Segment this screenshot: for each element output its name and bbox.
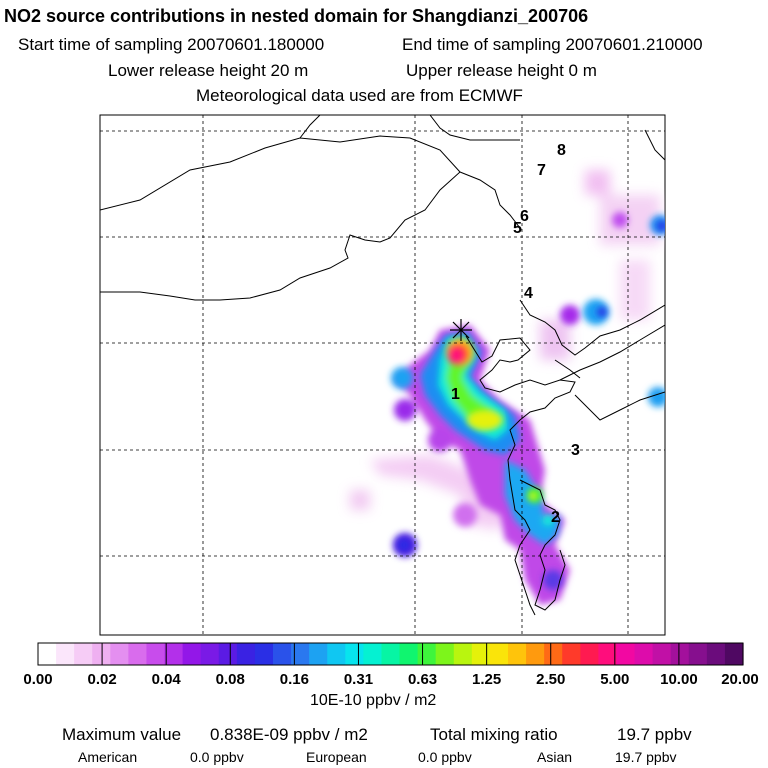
colorbar-swatch <box>453 643 473 665</box>
colorbar-tick-label: 5.00 <box>600 671 629 688</box>
map-grid <box>100 115 665 635</box>
total-mixing-label: Total mixing ratio <box>430 725 558 744</box>
colorbar-swatch <box>218 643 238 665</box>
station-label-1: 1 <box>451 386 460 403</box>
colorbar-tick-label: 0.08 <box>216 671 245 688</box>
colorbar-swatch <box>688 643 708 665</box>
colorbar-tick-label: 0.63 <box>408 671 437 688</box>
station-label-4: 4 <box>524 285 533 302</box>
station-label-2: 2 <box>551 509 560 526</box>
colorbar-swatch <box>526 643 545 665</box>
colorbar-tick-label: 10.00 <box>660 671 698 688</box>
colorbar-swatch <box>435 643 455 665</box>
colorbar-swatch <box>345 643 364 665</box>
colorbar-swatch <box>200 643 220 665</box>
colorbar-swatch <box>327 643 346 665</box>
american-value: 0.0 ppbv <box>190 749 244 765</box>
colorbar-swatch <box>471 643 491 665</box>
colorbar-tick-label: 20.00 <box>721 671 759 688</box>
upper-release-height: Upper release height 0 m <box>406 61 597 80</box>
colorbar-tick-label: 0.00 <box>23 671 52 688</box>
colorbar-tick-label: 0.31 <box>344 671 373 688</box>
european-value: 0.0 ppbv <box>418 749 472 765</box>
colorbar-swatch <box>562 643 581 665</box>
european-label: European <box>306 749 367 765</box>
station-label-7: 7 <box>537 162 546 179</box>
map-frame <box>99 114 666 636</box>
colorbar-swatch <box>146 643 166 665</box>
colorbar-tick-label: 0.02 <box>87 671 116 688</box>
colorbar-swatch <box>670 643 690 665</box>
lower-release-height: Lower release height 20 m <box>108 61 309 80</box>
colorbar-tick-labels: 0.00 0.02 0.04 0.08 0.16 0.31 0.63 1.25 2.50 5.00… <box>23 671 758 688</box>
start-time: Start time of sampling 20070601.180000 <box>18 35 325 54</box>
colorbar-swatch <box>417 643 437 665</box>
colorbar-swatch <box>38 643 57 665</box>
coastline <box>100 115 665 616</box>
colorbar-swatch <box>254 643 274 665</box>
colorbar-units: 10E-10 ppbv / m2 <box>310 692 437 709</box>
colorbar-swatch <box>489 643 509 665</box>
max-value: 0.838E-09 ppbv / m2 <box>210 725 368 744</box>
page-title: NO2 source contributions in nested domai… <box>4 6 589 26</box>
colorbar-swatch <box>56 643 75 665</box>
colorbar-swatch <box>128 643 148 665</box>
max-value-label: Maximum value <box>62 725 182 744</box>
colorbar-swatch <box>273 643 292 665</box>
colorbar-swatch <box>399 643 419 665</box>
american-label: American <box>78 749 138 765</box>
colorbar-swatch <box>110 643 129 665</box>
colorbar-swatch <box>634 643 654 665</box>
station-label-6: 6 <box>520 208 529 225</box>
colorbar-swatch <box>74 643 93 665</box>
end-time: End time of sampling 20070601.210000 <box>402 35 703 54</box>
colorbar-swatch <box>706 643 726 665</box>
colorbar-tick-label: 0.16 <box>280 671 309 688</box>
colorbar-tick-label: 0.04 <box>152 671 182 688</box>
colorbar-swatch <box>724 643 744 665</box>
colorbar-swatch <box>652 643 672 665</box>
colorbar-swatch <box>616 643 636 665</box>
station-label-8: 8 <box>557 142 566 159</box>
colorbar-swatch <box>236 643 256 665</box>
plume-core <box>398 221 665 551</box>
colorbar <box>37 642 744 666</box>
station-label-5: 5 <box>513 220 522 237</box>
colorbar-swatch <box>381 643 401 665</box>
colorbar-swatch <box>164 643 184 665</box>
colorbar-swatch <box>309 643 328 665</box>
colorbar-swatch <box>580 643 599 665</box>
asian-value: 19.7 ppbv <box>615 749 677 765</box>
site-marker <box>450 319 472 341</box>
colorbar-swatch <box>544 643 563 665</box>
colorbar-swatch <box>182 643 202 665</box>
colorbar-swatch <box>92 643 111 665</box>
colorbar-swatch <box>291 643 310 665</box>
colorbar-tick-label: 2.50 <box>536 671 565 688</box>
colorbar-swatch <box>598 643 618 665</box>
colorbar-frame <box>37 642 744 666</box>
total-mixing-value: 19.7 ppbv <box>617 725 692 744</box>
colorbar-swatch <box>363 643 383 665</box>
met-data-note: Meteorological data used are from ECMWF <box>196 86 523 105</box>
colorbar-tick-label: 1.25 <box>472 671 501 688</box>
station-label-3: 3 <box>571 442 580 459</box>
asian-label: Asian <box>537 749 573 765</box>
colorbar-swatch <box>508 643 527 665</box>
